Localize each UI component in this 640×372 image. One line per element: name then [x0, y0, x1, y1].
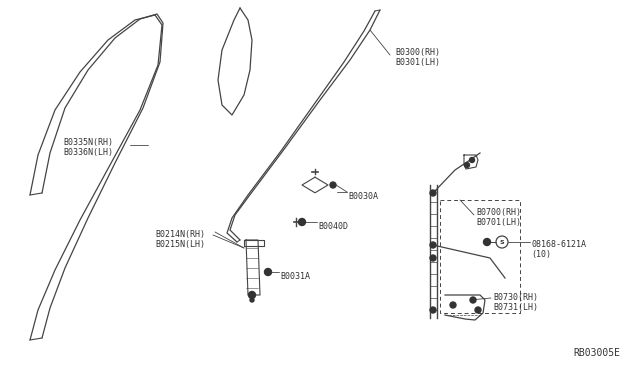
- Circle shape: [475, 307, 481, 313]
- Circle shape: [330, 182, 336, 188]
- Circle shape: [430, 255, 436, 261]
- Circle shape: [430, 307, 436, 313]
- Text: B0335N(RH)
B0336N(LH): B0335N(RH) B0336N(LH): [63, 138, 113, 157]
- Circle shape: [470, 297, 476, 303]
- Text: B0030A: B0030A: [348, 192, 378, 201]
- Text: B0300(RH)
B0301(LH): B0300(RH) B0301(LH): [395, 48, 440, 67]
- Circle shape: [430, 190, 436, 196]
- Circle shape: [465, 163, 470, 167]
- Text: RB03005E: RB03005E: [573, 348, 620, 358]
- Text: B0214N(RH)
B0215N(LH): B0214N(RH) B0215N(LH): [155, 230, 205, 249]
- Circle shape: [248, 292, 255, 298]
- Circle shape: [298, 218, 305, 225]
- Circle shape: [450, 302, 456, 308]
- Circle shape: [250, 298, 254, 302]
- Circle shape: [470, 157, 474, 163]
- Text: 08168-6121A
(10): 08168-6121A (10): [531, 240, 586, 259]
- Text: B0730(RH)
B0731(LH): B0730(RH) B0731(LH): [493, 293, 538, 312]
- Text: B0031A: B0031A: [280, 272, 310, 281]
- Text: S: S: [500, 240, 504, 244]
- Circle shape: [264, 269, 271, 276]
- Text: B0040D: B0040D: [318, 222, 348, 231]
- Text: B0700(RH)
B0701(LH): B0700(RH) B0701(LH): [476, 208, 521, 227]
- Circle shape: [430, 242, 436, 248]
- Circle shape: [483, 238, 490, 246]
